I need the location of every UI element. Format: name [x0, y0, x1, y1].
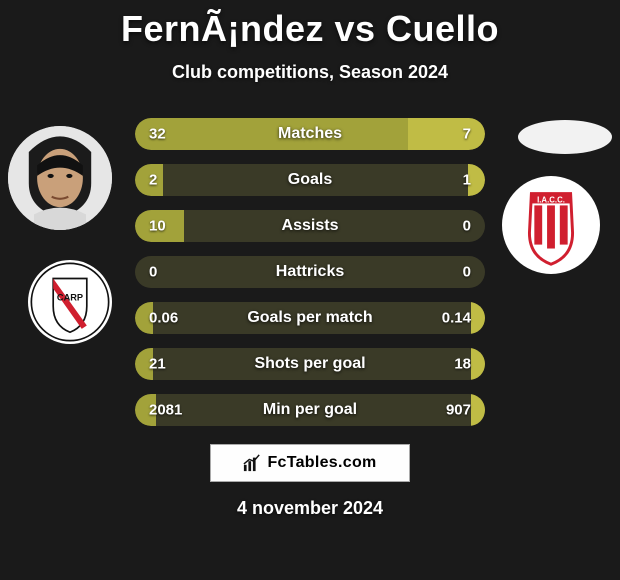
stat-label: Matches — [278, 125, 342, 143]
comparison-date: 4 november 2024 — [237, 498, 383, 519]
stat-fill-right — [471, 302, 485, 334]
stat-value-right: 907 — [446, 402, 471, 419]
svg-text:I.A.C.C.: I.A.C.C. — [537, 195, 565, 204]
comparison-title: FernÃ¡ndez vs Cuello — [0, 0, 620, 50]
stat-label: Goals per match — [247, 309, 372, 327]
stat-value-right: 0 — [463, 264, 471, 281]
stat-row: 0 0 Hattricks — [135, 256, 485, 288]
stat-value-left: 2 — [149, 172, 157, 189]
fctables-label: FcTables.com — [267, 454, 376, 472]
stat-value-right: 0.14 — [442, 310, 471, 327]
player-right-avatar — [518, 120, 612, 154]
stat-label: Shots per goal — [254, 355, 365, 373]
stat-fill-right — [471, 348, 485, 380]
stat-row: 10 0 Assists — [135, 210, 485, 242]
stat-row: 2081 907 Min per goal — [135, 394, 485, 426]
stat-value-left: 21 — [149, 356, 166, 373]
stats-chart: 327Matches21Goals100Assists00Hattricks0.… — [135, 118, 485, 440]
stat-row: 21 18 Shots per goal — [135, 348, 485, 380]
stat-label: Min per goal — [263, 401, 357, 419]
stat-label: Assists — [282, 217, 339, 235]
svg-text:CARP: CARP — [57, 292, 83, 302]
stat-fill-left — [135, 118, 408, 150]
stat-value-left: 0.06 — [149, 310, 178, 327]
stat-value-right: 1 — [463, 172, 471, 189]
stat-label: Goals — [288, 171, 332, 189]
stat-fill-right — [471, 394, 485, 426]
stat-value-left: 32 — [149, 126, 166, 143]
stat-value-left: 10 — [149, 218, 166, 235]
stat-row: 2 1 Goals — [135, 164, 485, 196]
fctables-icon — [243, 454, 261, 472]
stat-value-left: 2081 — [149, 402, 182, 419]
stat-value-right: 0 — [463, 218, 471, 235]
fctables-watermark: FcTables.com — [210, 444, 410, 482]
stat-row: 0.06 0.14 Goals per match — [135, 302, 485, 334]
stat-value-left: 0 — [149, 264, 157, 281]
stat-value-right: 7 — [463, 126, 471, 143]
stat-fill-right — [408, 118, 485, 150]
stat-label: Hattricks — [276, 263, 344, 281]
stat-value-right: 18 — [454, 356, 471, 373]
club-right-badge: I.A.C.C. — [502, 176, 600, 274]
player-left-avatar — [8, 126, 112, 230]
club-left-badge: CARP — [28, 260, 112, 344]
stat-row: 32 7 Matches — [135, 118, 485, 150]
comparison-subtitle: Club competitions, Season 2024 — [0, 62, 620, 83]
